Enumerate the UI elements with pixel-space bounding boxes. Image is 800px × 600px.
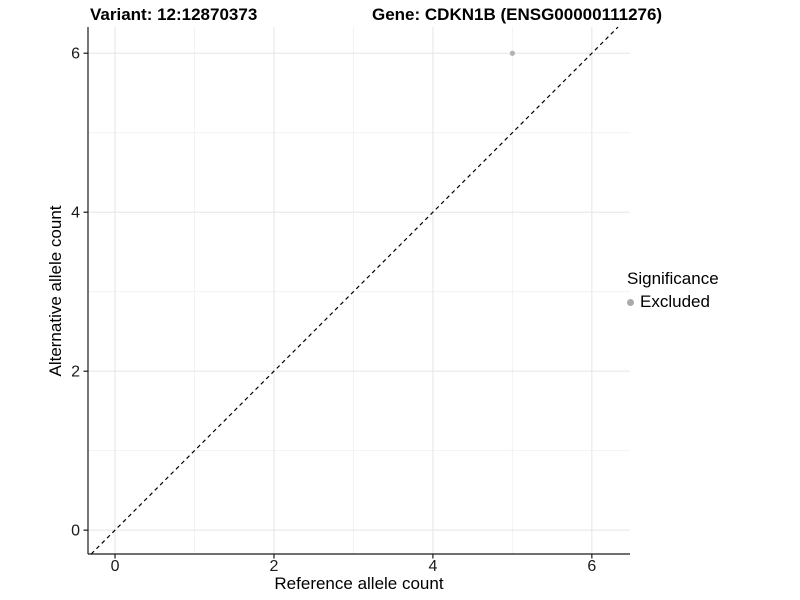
legend-item-label: Excluded <box>640 292 710 311</box>
x-tick-label: 0 <box>111 558 120 575</box>
tick-marks: 0 2 4 6 0 2 4 6 <box>71 46 596 575</box>
data-point <box>509 50 515 56</box>
y-axis-label: Alternative allele count <box>46 205 65 377</box>
x-tick-label: 6 <box>587 558 596 575</box>
gridlines-major <box>88 27 630 554</box>
axis-lines <box>87 27 630 555</box>
y-tick-label: 2 <box>71 364 80 381</box>
identity-line <box>90 26 619 555</box>
y-tick-label: 0 <box>71 523 80 540</box>
legend-point-icon <box>627 298 634 306</box>
legend: Significance Excluded <box>627 269 719 312</box>
y-tick-label: 4 <box>71 205 80 222</box>
y-tick-label: 6 <box>71 46 80 63</box>
variant-title: Variant: 12:12870373 <box>90 5 258 24</box>
x-tick-label: 4 <box>428 558 437 575</box>
legend-item-excluded: Excluded <box>627 292 719 312</box>
x-tick-label: 2 <box>270 558 279 575</box>
legend-title: Significance <box>627 269 719 288</box>
gene-title: Gene: CDKN1B (ENSG00000111276) <box>372 5 663 24</box>
gridlines-minor <box>88 27 630 554</box>
x-axis-label: Reference allele count <box>274 574 444 593</box>
